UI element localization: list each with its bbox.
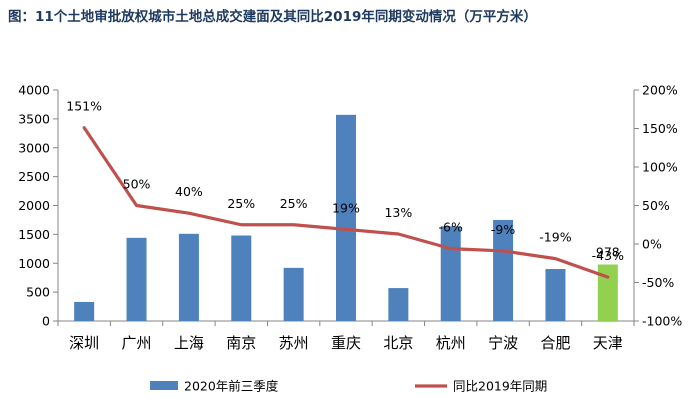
line-point-label: -19% (539, 230, 571, 245)
right-tick-label: 0% (642, 237, 662, 252)
bar-value-label: 978 (596, 245, 620, 260)
right-tick-label: 50% (642, 198, 670, 213)
line-point-label: -9% (491, 222, 515, 237)
bar (388, 288, 409, 321)
category-label: 广州 (122, 334, 152, 352)
bar (336, 114, 356, 322)
category-labels: 深圳 广州 上海 南京 苏州 重庆 北京 杭州 宁波 合肥 天津 (69, 334, 623, 352)
category-label: 南京 (226, 334, 256, 352)
chart-title: 图：11个土地审批放权城市土地总成交建面及其同比2019年同期变动情况（万平方米… (8, 9, 537, 25)
left-tick-label: 1000 (18, 256, 50, 271)
legend: 2020年前三季度 同比2019年同期 (150, 379, 547, 394)
line-point-label: 13% (384, 205, 412, 220)
line-point-label: 25% (227, 196, 255, 211)
category-label: 宁波 (488, 334, 518, 352)
right-tick-label: -100% (642, 314, 682, 329)
category-label: 合肥 (540, 334, 570, 352)
left-tick-label: 1500 (18, 227, 50, 242)
category-label: 北京 (383, 334, 413, 352)
bar (74, 301, 95, 321)
bar (440, 226, 461, 321)
left-tick-label: 2000 (18, 198, 50, 213)
bar (545, 269, 566, 321)
left-tick-label: 2500 (18, 169, 50, 184)
bar (597, 264, 618, 321)
tick-labels: 0 500 1000 1500 2000 2500 3000 3500 4000 -100% -50… (18, 83, 682, 329)
legend-bar-swatch (150, 381, 178, 390)
left-tick-label: 3000 (18, 140, 50, 155)
bar (493, 219, 514, 321)
right-tick-label: 150% (642, 121, 678, 136)
line-point-label: 40% (175, 184, 203, 199)
line-path (82, 126, 610, 279)
category-label: 天津 (593, 334, 623, 352)
right-tick-label: -50% (642, 275, 674, 290)
line-point-label: 151% (66, 99, 102, 114)
line-point-label: -6% (439, 220, 463, 235)
line-point-label: 19% (332, 200, 360, 215)
right-tick-label: 200% (642, 83, 678, 98)
right-tick-label: 100% (642, 160, 678, 175)
category-label: 重庆 (331, 334, 361, 352)
left-tick-label: 500 (26, 285, 50, 300)
bar (178, 233, 199, 321)
line-point-label: 25% (280, 196, 308, 211)
left-tick-label: 0 (42, 314, 50, 329)
bar (231, 235, 252, 321)
data-labels: 978 151% 50% 40% 25% 25% 19% 13% -6% -9% -19% -43% (66, 99, 624, 263)
line-series (82, 126, 610, 279)
left-tick-label: 4000 (18, 83, 50, 98)
category-label: 深圳 (69, 334, 99, 352)
legend-line-label: 同比2019年同期 (453, 379, 547, 394)
left-tick-label: 3500 (18, 111, 50, 126)
line-point-label: 50% (123, 177, 151, 192)
bar (126, 237, 147, 321)
bar-series (74, 114, 618, 322)
line-point-label: -43% (592, 248, 624, 263)
category-label: 杭州 (436, 334, 466, 352)
category-label: 上海 (174, 334, 204, 352)
category-label: 苏州 (279, 334, 309, 352)
legend-bar-label: 2020年前三季度 (184, 379, 279, 394)
bar (283, 267, 304, 321)
